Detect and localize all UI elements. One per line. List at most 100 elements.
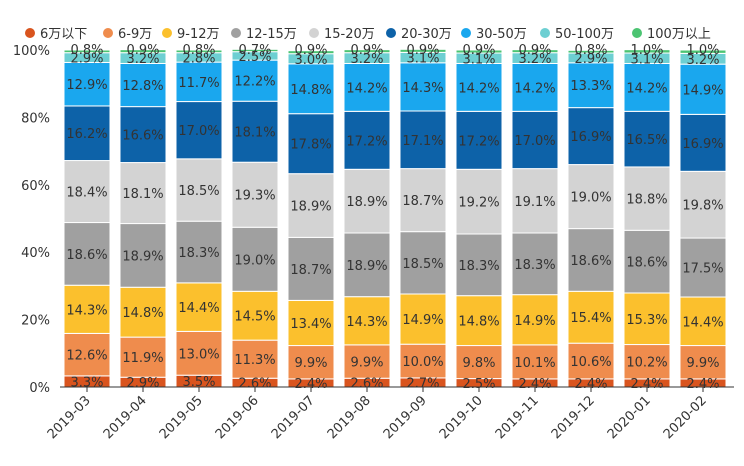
- data-label-2019-11-7: 3.2%: [518, 52, 551, 67]
- bar-2019-06-6: [231, 59, 279, 102]
- data-label-2019-03-6: 12.9%: [66, 78, 107, 93]
- legend-label-8: 100万以上: [647, 27, 711, 42]
- bar-2019-07-4: [287, 173, 335, 238]
- bar-2020-01-3: [623, 229, 671, 294]
- x-tick-label-8: 2019-11: [493, 393, 542, 442]
- data-label-2019-12-6: 13.3%: [570, 79, 611, 94]
- x-tick-label-1: 2019-04: [101, 393, 150, 442]
- bar-2019-10-3: [455, 233, 503, 297]
- data-label-2020-01-3: 18.6%: [626, 256, 667, 271]
- bar-2019-08-1: [343, 344, 391, 379]
- bar-2019-07-1: [287, 345, 335, 380]
- data-label-2019-12-3: 18.6%: [570, 254, 611, 269]
- data-label-2019-05-4: 18.5%: [178, 184, 219, 199]
- legend-swatch-1: [103, 28, 113, 38]
- bar-2019-10-8: [455, 49, 503, 54]
- data-label-2019-06-3: 19.0%: [234, 253, 275, 268]
- bar-2019-05-2: [175, 282, 223, 332]
- bar-2019-03-6: [63, 61, 111, 107]
- data-label-2019-06-5: 18.1%: [234, 126, 275, 141]
- data-label-2019-12-4: 19.0%: [570, 191, 611, 206]
- data-label-2019-08-7: 3.2%: [350, 52, 383, 67]
- bar-2019-09-3: [399, 231, 447, 295]
- bar-2019-04-2: [119, 286, 167, 338]
- bar-2019-12-1: [567, 342, 615, 380]
- data-label-2019-10-5: 17.2%: [458, 134, 499, 149]
- data-label-2019-10-0: 2.5%: [462, 377, 495, 392]
- data-label-2019-09-6: 14.3%: [402, 81, 443, 96]
- legend-label-5: 20-30万: [401, 27, 452, 42]
- data-label-2019-07-2: 13.4%: [290, 317, 331, 332]
- data-label-2019-08-1: 9.9%: [350, 356, 383, 371]
- x-tick-label-10: 2020-01: [605, 393, 654, 442]
- bar-2019-11-1: [511, 344, 559, 380]
- bar-2020-01-1: [623, 344, 671, 380]
- bar-2020-02-5: [679, 113, 727, 172]
- data-label-2019-09-1: 10.0%: [402, 355, 443, 370]
- data-label-2019-11-2: 14.9%: [514, 314, 555, 329]
- data-label-2019-05-6: 11.7%: [178, 76, 219, 91]
- data-label-2019-11-6: 14.2%: [514, 81, 555, 96]
- data-label-2019-04-5: 16.6%: [122, 129, 163, 144]
- data-label-2019-03-1: 12.6%: [66, 349, 107, 364]
- data-label-2019-08-8: 0.9%: [350, 43, 383, 58]
- bar-2019-12-3: [567, 228, 615, 292]
- data-label-2019-03-8: 0.8%: [70, 43, 103, 58]
- x-tick-label-2: 2019-05: [157, 393, 206, 442]
- data-label-2019-07-7: 3.0%: [294, 53, 327, 68]
- data-label-2019-05-0: 3.5%: [182, 375, 215, 390]
- data-label-2019-05-3: 18.3%: [178, 246, 219, 261]
- data-label-2019-04-6: 12.8%: [122, 79, 163, 94]
- data-label-2019-10-7: 3.1%: [462, 52, 495, 67]
- data-label-2019-09-4: 18.7%: [402, 194, 443, 209]
- data-label-2020-02-0: 2.4%: [686, 377, 719, 392]
- data-label-2019-09-5: 17.1%: [402, 134, 443, 149]
- bar-2019-06-3: [231, 226, 279, 292]
- x-tick-label-4: 2019-07: [269, 393, 318, 442]
- data-label-2019-04-8: 0.9%: [126, 43, 159, 58]
- data-label-2019-11-3: 18.3%: [514, 258, 555, 273]
- data-label-2019-04-4: 18.1%: [122, 187, 163, 202]
- data-label-2019-10-3: 18.3%: [458, 259, 499, 274]
- data-label-2020-02-1: 9.9%: [686, 356, 719, 371]
- data-label-2019-03-2: 14.3%: [66, 303, 107, 318]
- data-label-2019-06-0: 2.6%: [238, 377, 271, 392]
- data-label-2019-12-1: 10.6%: [570, 355, 611, 370]
- y-tick-label-0: 0%: [29, 381, 50, 396]
- data-label-2019-08-4: 18.9%: [346, 195, 387, 210]
- bar-2019-04-5: [119, 106, 167, 164]
- bar-2019-05-8: [175, 49, 223, 54]
- bar-2019-06-5: [231, 100, 279, 163]
- data-label-2019-06-8: 0.7%: [238, 43, 271, 58]
- data-label-2019-06-6: 12.2%: [234, 75, 275, 90]
- x-tick-label-5: 2019-08: [325, 393, 374, 442]
- bar-2019-05-6: [175, 61, 223, 103]
- data-label-2019-12-2: 15.4%: [570, 311, 611, 326]
- data-label-2019-11-1: 10.1%: [514, 356, 555, 371]
- bar-2019-09-1: [399, 343, 447, 379]
- bar-2019-10-5: [455, 110, 503, 170]
- bar-2019-03-4: [63, 160, 111, 224]
- legend-label-6: 30-50万: [476, 27, 527, 42]
- bar-2019-10-2: [455, 295, 503, 347]
- legend-swatch-3: [231, 28, 241, 38]
- data-label-2019-07-1: 9.9%: [294, 356, 327, 371]
- bar-2019-04-8: [119, 49, 167, 54]
- data-label-2019-12-8: 0.8%: [574, 43, 607, 58]
- legend-label-7: 50-100万: [555, 27, 614, 42]
- bar-2019-05-1: [175, 330, 223, 376]
- bar-2019-03-8: [63, 49, 111, 54]
- bar-2019-03-3: [63, 222, 111, 286]
- bar-2019-09-5: [399, 110, 447, 170]
- bar-2019-09-6: [399, 62, 447, 112]
- bars: 3.3%12.6%14.3%18.6%18.4%16.2%12.9%2.9%0.…: [63, 43, 727, 392]
- data-label-2019-09-7: 3.1%: [406, 52, 439, 67]
- data-label-2019-10-1: 9.8%: [462, 356, 495, 371]
- data-label-2019-11-0: 2.4%: [518, 377, 551, 392]
- bar-2020-01-2: [623, 292, 671, 346]
- data-label-2019-09-3: 18.5%: [402, 257, 443, 272]
- bar-2019-03-2: [63, 284, 111, 334]
- bar-2020-02-1: [679, 345, 727, 380]
- data-label-2019-10-4: 19.2%: [458, 196, 499, 211]
- data-label-2019-08-0: 2.6%: [350, 377, 383, 392]
